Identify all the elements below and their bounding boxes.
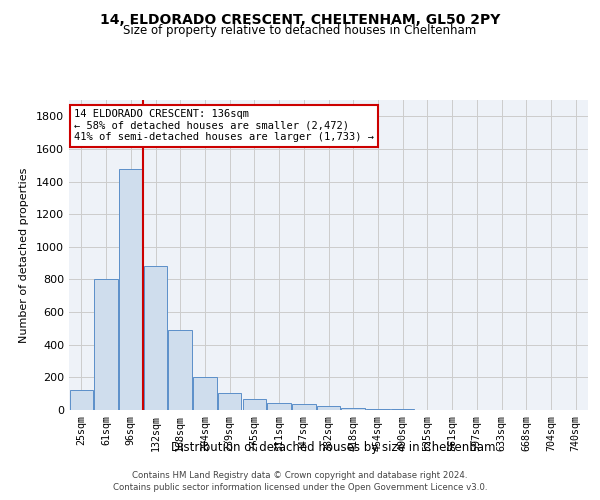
Bar: [94, 280, 118, 410]
Text: 14 ELDORADO CRESCENT: 136sqm
← 58% of detached houses are smaller (2,472)
41% of: 14 ELDORADO CRESCENT: 136sqm ← 58% of de…: [74, 110, 374, 142]
Text: 14, ELDORADO CRESCENT, CHELTENHAM, GL50 2PY: 14, ELDORADO CRESCENT, CHELTENHAM, GL50 …: [100, 12, 500, 26]
Bar: [193, 376, 217, 410]
Bar: [119, 168, 143, 410]
Y-axis label: Number of detached properties: Number of detached properties: [19, 168, 29, 342]
Bar: [169, 330, 192, 410]
Bar: [391, 409, 415, 410]
Text: Distribution of detached houses by size in Cheltenham: Distribution of detached houses by size …: [171, 441, 495, 454]
Bar: [317, 406, 340, 410]
Bar: [218, 393, 241, 410]
Bar: [70, 390, 93, 410]
Text: Size of property relative to detached houses in Cheltenham: Size of property relative to detached ho…: [124, 24, 476, 37]
Bar: [242, 400, 266, 410]
Bar: [268, 404, 291, 410]
Bar: [341, 408, 365, 410]
Text: Contains HM Land Registry data © Crown copyright and database right 2024.
Contai: Contains HM Land Registry data © Crown c…: [113, 471, 487, 492]
Bar: [144, 266, 167, 410]
Bar: [366, 408, 389, 410]
Bar: [292, 404, 316, 410]
